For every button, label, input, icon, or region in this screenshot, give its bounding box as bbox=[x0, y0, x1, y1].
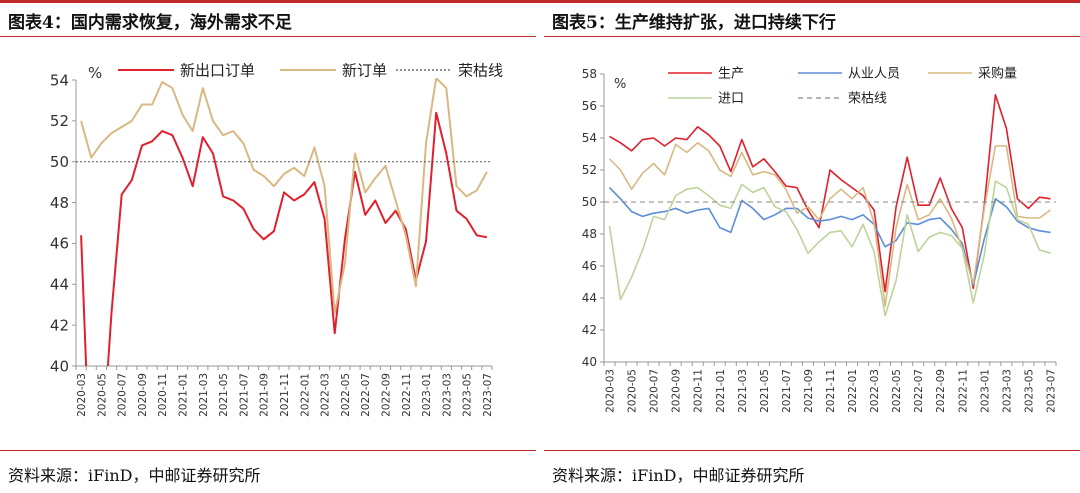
right-series-采购量-line bbox=[608, 142, 1051, 307]
right-x-tick-label: 2022-03 bbox=[869, 369, 881, 413]
right-y-tick-label: 54 bbox=[582, 131, 597, 145]
right-x-tick-label: 2021-03 bbox=[737, 369, 749, 413]
right-y-tick-label: 50 bbox=[582, 195, 597, 209]
right-legend-从业人员-label: 从业人员 bbox=[848, 67, 900, 82]
right-x-tick-label: 2023-01 bbox=[979, 369, 991, 413]
left-plot-area bbox=[76, 78, 492, 366]
left-line-chart: 40 42 44 46 48 50 52 54 2020-03 2020-05 2020-07 202… bbox=[50, 61, 503, 417]
right-x-tick-label: 2020-09 bbox=[671, 369, 683, 413]
right-legend-生产-label: 生产 bbox=[718, 67, 744, 82]
right-x-tick-label: 2023-05 bbox=[1023, 369, 1035, 413]
left-x-tick-label: 2020-05 bbox=[96, 373, 108, 417]
right-x-tick-label: 2022-11 bbox=[957, 369, 969, 413]
left-x-tick-label: 2020-11 bbox=[157, 373, 169, 417]
right-x-tick-label: 2021-01 bbox=[715, 369, 727, 413]
left-x-tick-label: 2023-03 bbox=[441, 373, 453, 417]
left-x-tick-label: 2022-09 bbox=[380, 373, 392, 417]
left-x-tick-label: 2021-07 bbox=[238, 373, 250, 417]
left-x-tick-label: 2020-03 bbox=[76, 373, 88, 417]
right-plot-area bbox=[604, 93, 1056, 317]
right-y-unit-label: % bbox=[614, 77, 626, 92]
right-x-tick-label: 2020-05 bbox=[627, 369, 639, 413]
right-x-tick-label: 2022-09 bbox=[935, 369, 947, 413]
left-x-tick-label: 2023-07 bbox=[482, 373, 494, 417]
right-x-tick-label: 2023-07 bbox=[1045, 369, 1057, 413]
right-legend-荣枯线-label: 荣枯线 bbox=[848, 92, 887, 107]
left-x-tick-label: 2021-09 bbox=[259, 373, 271, 417]
right-title-rule bbox=[544, 36, 1080, 37]
right-legend-采购量-label: 采购量 bbox=[978, 66, 1017, 82]
left-series-新出口订单-line bbox=[80, 111, 488, 366]
left-x-tick-label: 2022-01 bbox=[299, 373, 311, 417]
left-x-tick-label: 2022-07 bbox=[360, 373, 372, 417]
left-y-tick-label: 42 bbox=[50, 316, 69, 334]
right-y-tick-label: 58 bbox=[582, 67, 597, 81]
right-y-tick-label: 42 bbox=[582, 323, 597, 337]
left-y-tick-label: 52 bbox=[50, 112, 69, 130]
left-x-tick-label: 2022-05 bbox=[340, 373, 352, 417]
right-source-note: 资料来源：iFinD，中邮证券研究所 bbox=[552, 466, 805, 485]
left-x-tick-label: 2021-03 bbox=[198, 373, 210, 417]
right-x-tick-label: 2021-05 bbox=[759, 369, 771, 413]
right-y-tick-label: 52 bbox=[582, 163, 597, 177]
right-x-tick-label: 2022-07 bbox=[913, 369, 925, 413]
left-panel-title: 图表4：国内需求恢复，海外需求不足 bbox=[8, 13, 292, 33]
left-legend-新出口订单-label: 新出口订单 bbox=[180, 61, 255, 79]
right-series-从业人员-line bbox=[608, 187, 1051, 286]
left-x-tick-label: 2021-05 bbox=[218, 373, 230, 417]
left-y-tick-label: 40 bbox=[50, 357, 69, 375]
left-x-tick-label: 2023-05 bbox=[462, 373, 474, 417]
right-y-tick-label: 44 bbox=[582, 291, 597, 305]
left-y-tick-label: 48 bbox=[50, 194, 69, 212]
left-y-tick-label: 54 bbox=[50, 71, 69, 89]
right-x-tick-label: 2020-03 bbox=[605, 369, 617, 413]
right-x-tick-label: 2022-01 bbox=[847, 369, 859, 413]
left-legend-荣枯线-label: 荣枯线 bbox=[458, 61, 503, 79]
left-title-rule bbox=[0, 36, 536, 37]
left-source-note: 资料来源：iFinD，中邮证券研究所 bbox=[8, 466, 261, 485]
left-legend-新订单-label: 新订单 bbox=[342, 61, 387, 79]
right-x-tick-label: 2021-11 bbox=[825, 369, 837, 413]
right-series-生产-line bbox=[609, 93, 1051, 293]
right-line-chart: 40 42 44 46 48 50 52 54 56 58 2020-03 2020-05 2020-0… bbox=[582, 66, 1058, 413]
top-accent-rule bbox=[0, 0, 1080, 3]
left-x-tick-label: 2023-01 bbox=[421, 373, 433, 417]
left-y-tick-label: 50 bbox=[50, 153, 69, 171]
right-x-tick-label: 2021-07 bbox=[781, 369, 793, 413]
right-y-tick-label: 40 bbox=[582, 355, 597, 369]
left-y-unit-label: % bbox=[88, 64, 102, 82]
right-source-rule bbox=[544, 450, 1080, 451]
left-source-rule bbox=[0, 450, 536, 451]
left-x-tick-label: 2020-07 bbox=[117, 373, 129, 417]
left-x-tick-label: 2021-01 bbox=[178, 373, 190, 417]
right-x-tick-label: 2023-03 bbox=[1001, 369, 1013, 413]
right-y-tick-label: 56 bbox=[582, 99, 597, 113]
left-series-新订单-line bbox=[80, 78, 488, 314]
left-x-tick-label: 2020-09 bbox=[137, 373, 149, 417]
right-y-tick-label: 46 bbox=[582, 259, 597, 273]
left-y-tick-label: 44 bbox=[50, 276, 69, 294]
left-x-tick-label: 2022-11 bbox=[401, 373, 413, 417]
left-y-tick-label: 46 bbox=[50, 235, 69, 253]
left-x-tick-label: 2021-11 bbox=[279, 373, 291, 417]
right-x-tick-label: 2021-09 bbox=[803, 369, 815, 413]
right-x-tick-label: 2020-11 bbox=[693, 369, 705, 413]
right-x-tick-label: 2022-05 bbox=[891, 369, 903, 413]
right-series-进口-line bbox=[608, 180, 1051, 317]
right-legend-进口-label: 进口 bbox=[718, 92, 744, 107]
left-x-tick-label: 2022-03 bbox=[320, 373, 332, 417]
right-y-tick-label: 48 bbox=[582, 227, 597, 241]
right-x-tick-label: 2020-07 bbox=[649, 369, 661, 413]
right-panel-title: 图表5：生产维持扩张，进口持续下行 bbox=[552, 13, 836, 33]
